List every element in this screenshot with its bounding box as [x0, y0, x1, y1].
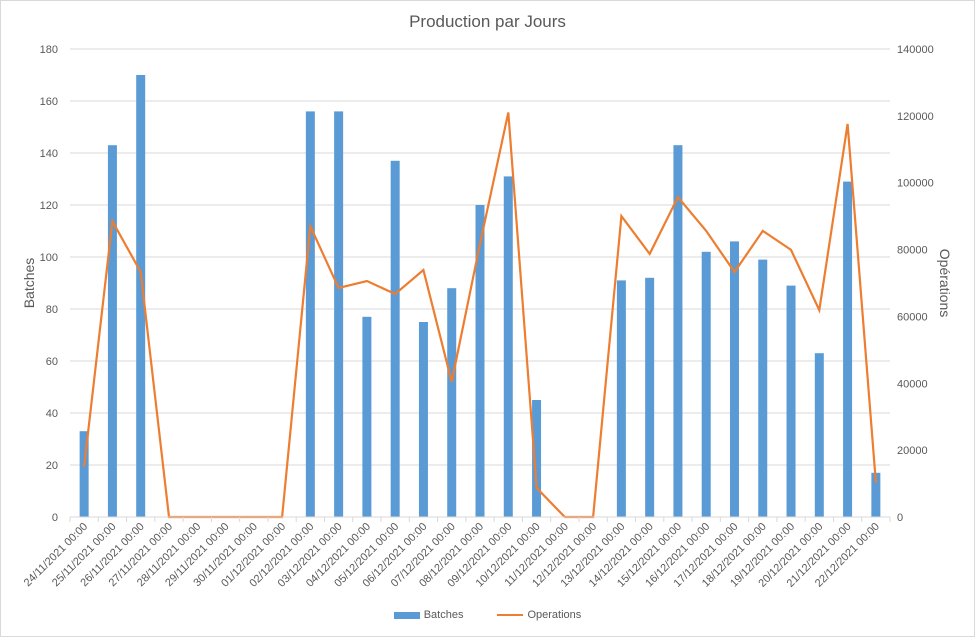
batch-bar: [729, 241, 739, 517]
right-axis-tick-label: 60000: [897, 311, 928, 323]
batch-bar: [447, 288, 457, 517]
batch-bar: [418, 322, 428, 517]
left-axis-tick-label: 0: [52, 512, 58, 524]
batch-bar: [475, 205, 485, 517]
right-axis-label: Opérations: [937, 249, 953, 317]
batch-bar: [532, 400, 542, 517]
batch-bar: [645, 277, 655, 517]
batch-bar: [362, 316, 372, 517]
batches-bars: [79, 75, 881, 518]
left-axis-label: Batches: [21, 258, 37, 309]
left-axis-tick-label: 20: [46, 460, 58, 472]
batch-bar: [701, 251, 711, 518]
batch-bar: [786, 285, 796, 517]
batch-bar: [673, 145, 683, 517]
batch-bar: [79, 431, 89, 517]
operations-swatch-icon: [497, 614, 524, 616]
batch-bar: [503, 176, 513, 517]
right-axis-ticks: 0 20000 40000 60000 80000 100000 120000 140000: [897, 44, 934, 524]
chart-title: Production par Jours: [409, 12, 566, 31]
left-axis-tick-label: 100: [40, 252, 58, 264]
right-axis-tick-label: 0: [897, 512, 903, 524]
right-axis-tick-label: 40000: [897, 378, 928, 390]
right-axis-tick-label: 100000: [897, 178, 934, 190]
right-axis-tick-label: 80000: [897, 245, 928, 257]
batch-bar: [305, 111, 315, 518]
batch-bar: [107, 145, 117, 517]
left-axis-tick-label: 160: [40, 96, 58, 108]
batch-bar: [334, 111, 344, 518]
batch-bar: [871, 472, 881, 517]
right-axis-tick-label: 120000: [897, 111, 934, 123]
legend-item-batches: Batches: [393, 609, 464, 621]
legend-label-batches: Batches: [423, 609, 464, 621]
left-axis-tick-label: 80: [46, 304, 58, 316]
legend-item-operations: Operations: [497, 609, 581, 621]
batch-bar: [758, 259, 768, 517]
batch-bar: [814, 353, 824, 517]
batch-bar: [843, 181, 853, 517]
left-axis-tick-label: 180: [40, 44, 58, 56]
chart-legend: Batches Operations: [0, 609, 975, 621]
left-axis-tick-label: 140: [40, 148, 58, 160]
left-axis-tick-label: 120: [40, 200, 58, 212]
batch-bar: [136, 75, 146, 517]
right-axis-tick-label: 20000: [897, 445, 928, 457]
left-axis-tick-label: 60: [46, 356, 58, 368]
left-axis-ticks: 0 20 40 60 80 100 120 140 160 180: [40, 44, 58, 524]
legend-label-operations: Operations: [527, 609, 582, 621]
batches-swatch-icon: [393, 611, 420, 619]
left-axis-tick-label: 40: [46, 408, 58, 420]
right-axis-tick-label: 140000: [897, 44, 934, 56]
batch-bar: [616, 280, 626, 517]
batch-bar: [390, 160, 400, 518]
